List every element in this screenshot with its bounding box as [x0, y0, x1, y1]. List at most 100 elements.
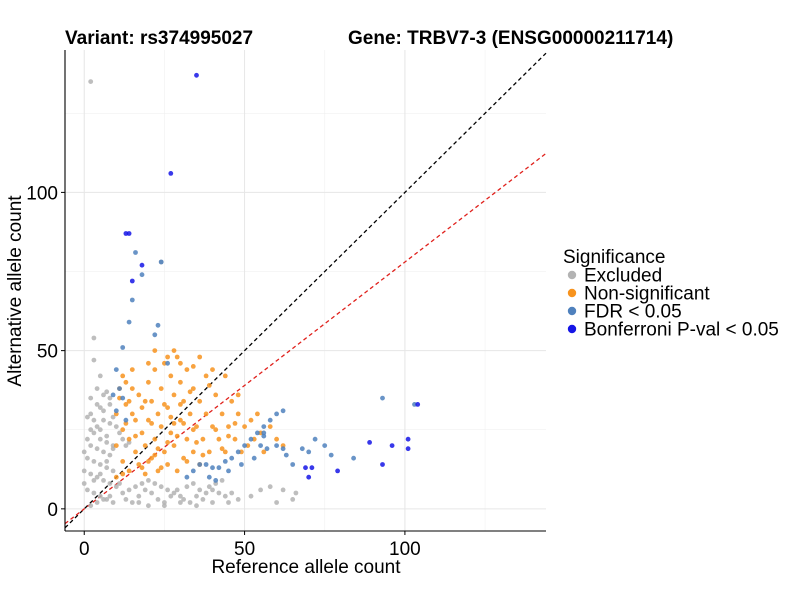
point-fdr-0-05: [274, 411, 279, 417]
point-fdr-0-05: [117, 386, 122, 391]
point-excluded: [91, 430, 97, 436]
point-fdr-0-05: [306, 449, 312, 455]
point-excluded: [136, 500, 142, 505]
point-non-significant: [146, 360, 151, 366]
point-non-significant: [232, 436, 238, 442]
point-non-significant: [248, 417, 254, 423]
point-excluded: [222, 493, 228, 499]
point-non-significant: [152, 436, 158, 442]
legend-label: Bonferroni P-val < 0.05: [584, 320, 779, 341]
point-excluded: [91, 490, 97, 496]
point-non-significant: [165, 462, 171, 467]
point-fdr-0-05: [158, 259, 164, 265]
point-excluded: [101, 392, 106, 398]
point-fdr-0-05: [258, 443, 263, 448]
point-non-significant: [274, 436, 279, 442]
point-non-significant: [158, 465, 164, 471]
point-excluded: [203, 490, 209, 496]
point-non-significant: [165, 354, 171, 360]
point-fdr-0-05: [290, 462, 296, 467]
point-non-significant: [133, 433, 138, 439]
point-fdr-0-05: [299, 446, 305, 452]
point-non-significant: [171, 443, 177, 448]
point-excluded: [190, 481, 196, 486]
point-non-significant: [235, 392, 241, 398]
x-tick-label: 50: [234, 539, 255, 560]
point-non-significant: [139, 465, 145, 471]
point-excluded: [101, 478, 106, 483]
point-non-significant: [194, 440, 199, 445]
point-fdr-0-05: [280, 446, 286, 452]
point-non-significant: [203, 411, 209, 417]
point-excluded: [85, 436, 90, 442]
point-non-significant: [155, 468, 161, 474]
point-fdr-0-05: [251, 455, 257, 461]
x-axis-title: Reference allele count: [211, 557, 401, 578]
point-fdr-0-05: [155, 322, 161, 328]
point-excluded: [158, 484, 164, 490]
point-excluded: [152, 481, 158, 486]
reference-line-expected-ratio: [64, 152, 547, 525]
point-excluded: [168, 493, 174, 499]
point-non-significant: [142, 471, 148, 477]
point-fdr-0-05: [184, 474, 190, 480]
point-excluded: [104, 433, 110, 439]
point-excluded: [88, 503, 94, 509]
point-excluded: [97, 405, 103, 410]
point-fdr-0-05: [312, 436, 318, 442]
point-non-significant: [136, 392, 142, 398]
point-non-significant: [129, 367, 135, 372]
point-non-significant: [133, 449, 138, 455]
point-excluded: [91, 459, 97, 464]
point-non-significant: [197, 398, 203, 404]
point-excluded: [178, 493, 183, 499]
point-non-significant: [184, 367, 190, 372]
point-excluded: [235, 497, 241, 502]
point-fdr-0-05: [206, 474, 212, 480]
point-bonferroni-p-val-0-05: [194, 72, 199, 78]
legend-title: Significance: [563, 247, 665, 268]
point-excluded: [174, 487, 180, 493]
point-non-significant: [155, 446, 161, 452]
point-non-significant: [162, 449, 167, 455]
point-non-significant: [213, 427, 219, 433]
point-excluded: [165, 487, 171, 493]
point-excluded: [104, 389, 110, 395]
point-excluded: [149, 490, 155, 496]
point-non-significant: [190, 427, 196, 433]
point-non-significant: [149, 398, 155, 404]
point-non-significant: [226, 424, 231, 429]
point-excluded: [117, 430, 122, 436]
point-bonferroni-p-val-0-05: [389, 443, 395, 448]
point-non-significant: [113, 474, 119, 480]
point-excluded: [155, 497, 161, 502]
point-excluded: [107, 421, 113, 426]
legend-swatch: [567, 288, 577, 298]
point-excluded: [187, 500, 193, 505]
legend-swatch: [567, 306, 577, 316]
point-excluded: [110, 468, 116, 474]
point-excluded: [88, 443, 94, 448]
point-excluded: [97, 373, 103, 379]
point-fdr-0-05: [261, 433, 267, 439]
point-non-significant: [184, 459, 190, 464]
point-non-significant: [178, 402, 183, 407]
point-fdr-0-05: [283, 452, 289, 458]
point-excluded: [104, 459, 110, 464]
point-excluded: [226, 500, 231, 505]
point-excluded: [126, 487, 132, 493]
point-excluded: [94, 446, 100, 452]
point-excluded: [120, 490, 126, 496]
point-bonferroni-p-val-0-05: [139, 262, 145, 268]
point-excluded: [94, 424, 100, 429]
point-fdr-0-05: [113, 408, 119, 414]
point-non-significant: [206, 449, 212, 455]
point-excluded: [133, 484, 138, 490]
point-excluded: [171, 490, 177, 496]
point-excluded: [113, 484, 119, 490]
point-excluded: [107, 493, 113, 499]
point-excluded: [107, 395, 113, 401]
point-excluded: [248, 493, 254, 499]
point-fdr-0-05: [380, 395, 385, 401]
point-non-significant: [174, 354, 180, 360]
